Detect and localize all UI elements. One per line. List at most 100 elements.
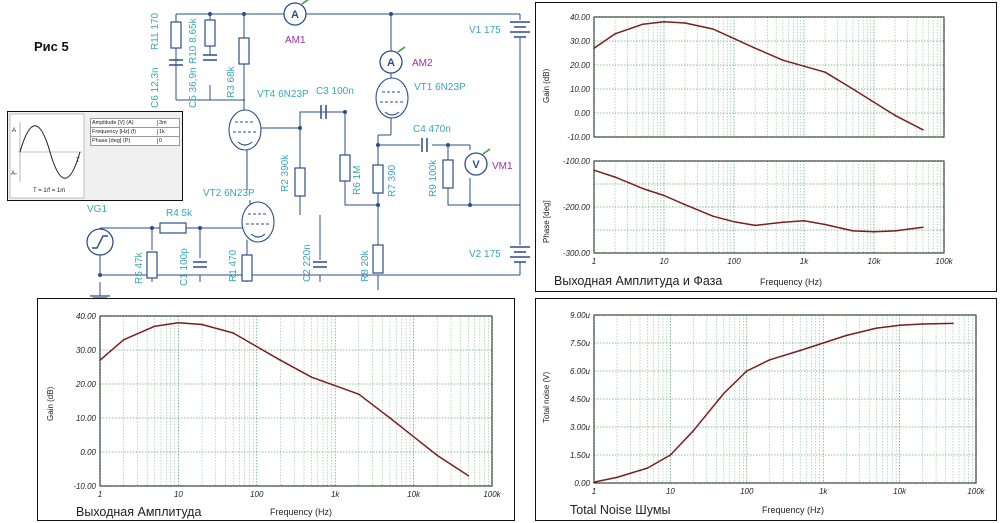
label-r2: R2 390k <box>280 154 291 192</box>
noise-ytick: 6.00u <box>570 367 591 376</box>
label-r5: R5 47k <box>134 251 145 284</box>
amp-phase-phase-ylabel: Phase [deg] <box>542 200 551 243</box>
gain2-plot-area <box>99 315 493 487</box>
param-value: 1k <box>157 129 179 135</box>
gain2-xtick: 10k <box>407 490 421 499</box>
noise-data-point <box>799 349 802 352</box>
noise-ytick: 9.00u <box>570 311 591 320</box>
label-vm1: VM1 <box>492 161 513 172</box>
gain2-data-point <box>412 435 415 438</box>
amplitude-title: Выходная Амплитуда <box>76 505 202 519</box>
gain1-data-point <box>922 129 924 131</box>
phase1-data-point <box>642 187 644 190</box>
noise-data-point <box>921 323 924 325</box>
param-row[interactable]: Frequency [Hz] (f) 1k <box>90 128 180 137</box>
circuit-schematic: A A V Рис 5 R11 170 R10 8,65k C6 12,3n C… <box>34 0 530 300</box>
gain2-data-point <box>467 475 470 477</box>
signal-generator-vg1[interactable] <box>86 228 114 275</box>
phase1-data-point <box>803 220 805 222</box>
gain1-data-point <box>684 22 686 24</box>
figure-label: Рис 5 <box>34 39 69 54</box>
label-c2: C2 220n <box>302 244 313 282</box>
wave-t-axis: T <box>76 158 80 164</box>
noise-ylabel: Total noise (V) <box>542 371 551 423</box>
noise-ytick: 0.00 <box>574 479 590 488</box>
label-r1: R1 470 <box>228 249 239 282</box>
phase1-data-point <box>873 231 875 233</box>
meter-vm1[interactable]: V <box>464 148 491 176</box>
gain2-data-point <box>201 323 203 326</box>
noise-data-point <box>898 324 901 327</box>
label-am2: AM2 <box>412 58 433 69</box>
noise-ytick: 4.50u <box>570 395 591 404</box>
label-v2: V2 175 <box>469 249 501 260</box>
phase1-data-point <box>824 223 826 226</box>
phase1-ytick: -100.00 <box>563 157 591 166</box>
amp-phase-phase-plot: -100.00 -200.00 -300.001 10 100 1k 10k 100k <box>563 157 954 266</box>
label-am1: AM1 <box>285 35 306 46</box>
noise-data-point <box>768 359 771 361</box>
gain2-data-point <box>334 384 337 387</box>
label-r11: R11 170 <box>150 12 161 50</box>
gain1-data-point <box>894 114 896 117</box>
label-vt2: VT2 6N23P <box>203 188 255 199</box>
amplitude-chart-panel: 40.00 30.00 20.00 10.00 0.00 -10.00 1 10 100 1k 10… <box>37 298 515 521</box>
gain2-xtick: 100k <box>483 490 501 499</box>
label-v1: V1 175 <box>469 25 501 36</box>
phase1-data-point <box>593 169 595 171</box>
phase1-xtick: 1k <box>800 257 809 266</box>
circuit-tubes <box>228 77 409 243</box>
phase1-xtick: 100k <box>935 257 953 266</box>
phase1-data-point <box>782 221 784 223</box>
vm1-symbol: V <box>472 159 480 171</box>
waveform-preview: A A- T T = 1/f = 1m <box>9 113 85 199</box>
phase1-xtick: 10k <box>868 257 882 266</box>
gain2-data-point <box>232 332 234 334</box>
phase1-ytick: -200.00 <box>563 203 591 212</box>
noise-data-point <box>692 429 695 432</box>
noise-data-point <box>875 327 878 329</box>
param-row[interactable]: Amplitude [V] (A) 3m <box>90 118 180 128</box>
label-vt1: VT1 6N23P <box>414 82 466 93</box>
phase1-data-point <box>712 215 714 217</box>
gain1-data-point <box>642 23 644 26</box>
wave-a-minus: A- <box>11 171 17 177</box>
gain2-ytick: -10.00 <box>73 482 96 491</box>
param-row[interactable]: Phase [deg] (P) 0 <box>90 137 180 146</box>
am2-symbol: A <box>387 57 395 69</box>
meter-am2[interactable]: A <box>379 46 406 74</box>
amplitude-ylabel: Gain (dB) <box>46 386 55 421</box>
label-r7: R7 390 <box>387 164 398 197</box>
noise-data-point <box>746 370 748 372</box>
phase1-data-point <box>614 176 616 178</box>
amp-phase-xlabel: Frequency (Hz) <box>760 277 823 287</box>
label-c4: C4 470n <box>413 124 451 135</box>
phase1-data-point <box>733 220 735 223</box>
param-table: Amplitude [V] (A) 3m Frequency [Hz] (f) 1k… <box>90 118 180 146</box>
circuit-capacitors <box>169 54 428 268</box>
gain1-data-point <box>824 71 826 73</box>
label-c5: C5 36,9n <box>188 67 199 108</box>
gain1-ytick: 10.00 <box>570 85 591 94</box>
gain1-ytick: 40.00 <box>570 13 591 22</box>
gain1-data-point <box>873 101 875 103</box>
noise-xlabel: Frequency (Hz) <box>762 505 825 515</box>
noise-data-point <box>845 334 847 337</box>
gain1-data-point <box>614 33 616 35</box>
noise-xtick: 10 <box>666 487 675 496</box>
meter-am1[interactable]: A <box>283 0 309 26</box>
label-c3: C3 100n <box>316 86 354 97</box>
gain2-data-point <box>358 393 360 395</box>
param-label: Phase [deg] (P) <box>92 138 131 144</box>
gain2-data-point <box>279 359 282 361</box>
circuit-junctions <box>98 12 472 277</box>
amp-phase-gain-ylabel: Gain (dB) <box>542 68 551 103</box>
noise-xtick: 100 <box>740 487 754 496</box>
gain2-ytick: 20.00 <box>75 380 97 389</box>
amp-phase-gain-plot: 40.00 30.00 20.00 10.00 0.00 -10.00 <box>567 13 945 142</box>
gain2-data-point <box>310 376 313 378</box>
noise-data-point <box>952 322 954 325</box>
noise-data-point <box>616 476 618 479</box>
label-r10: R10 8,65k <box>188 17 199 64</box>
gain1-ytick: -10.00 <box>567 133 590 142</box>
